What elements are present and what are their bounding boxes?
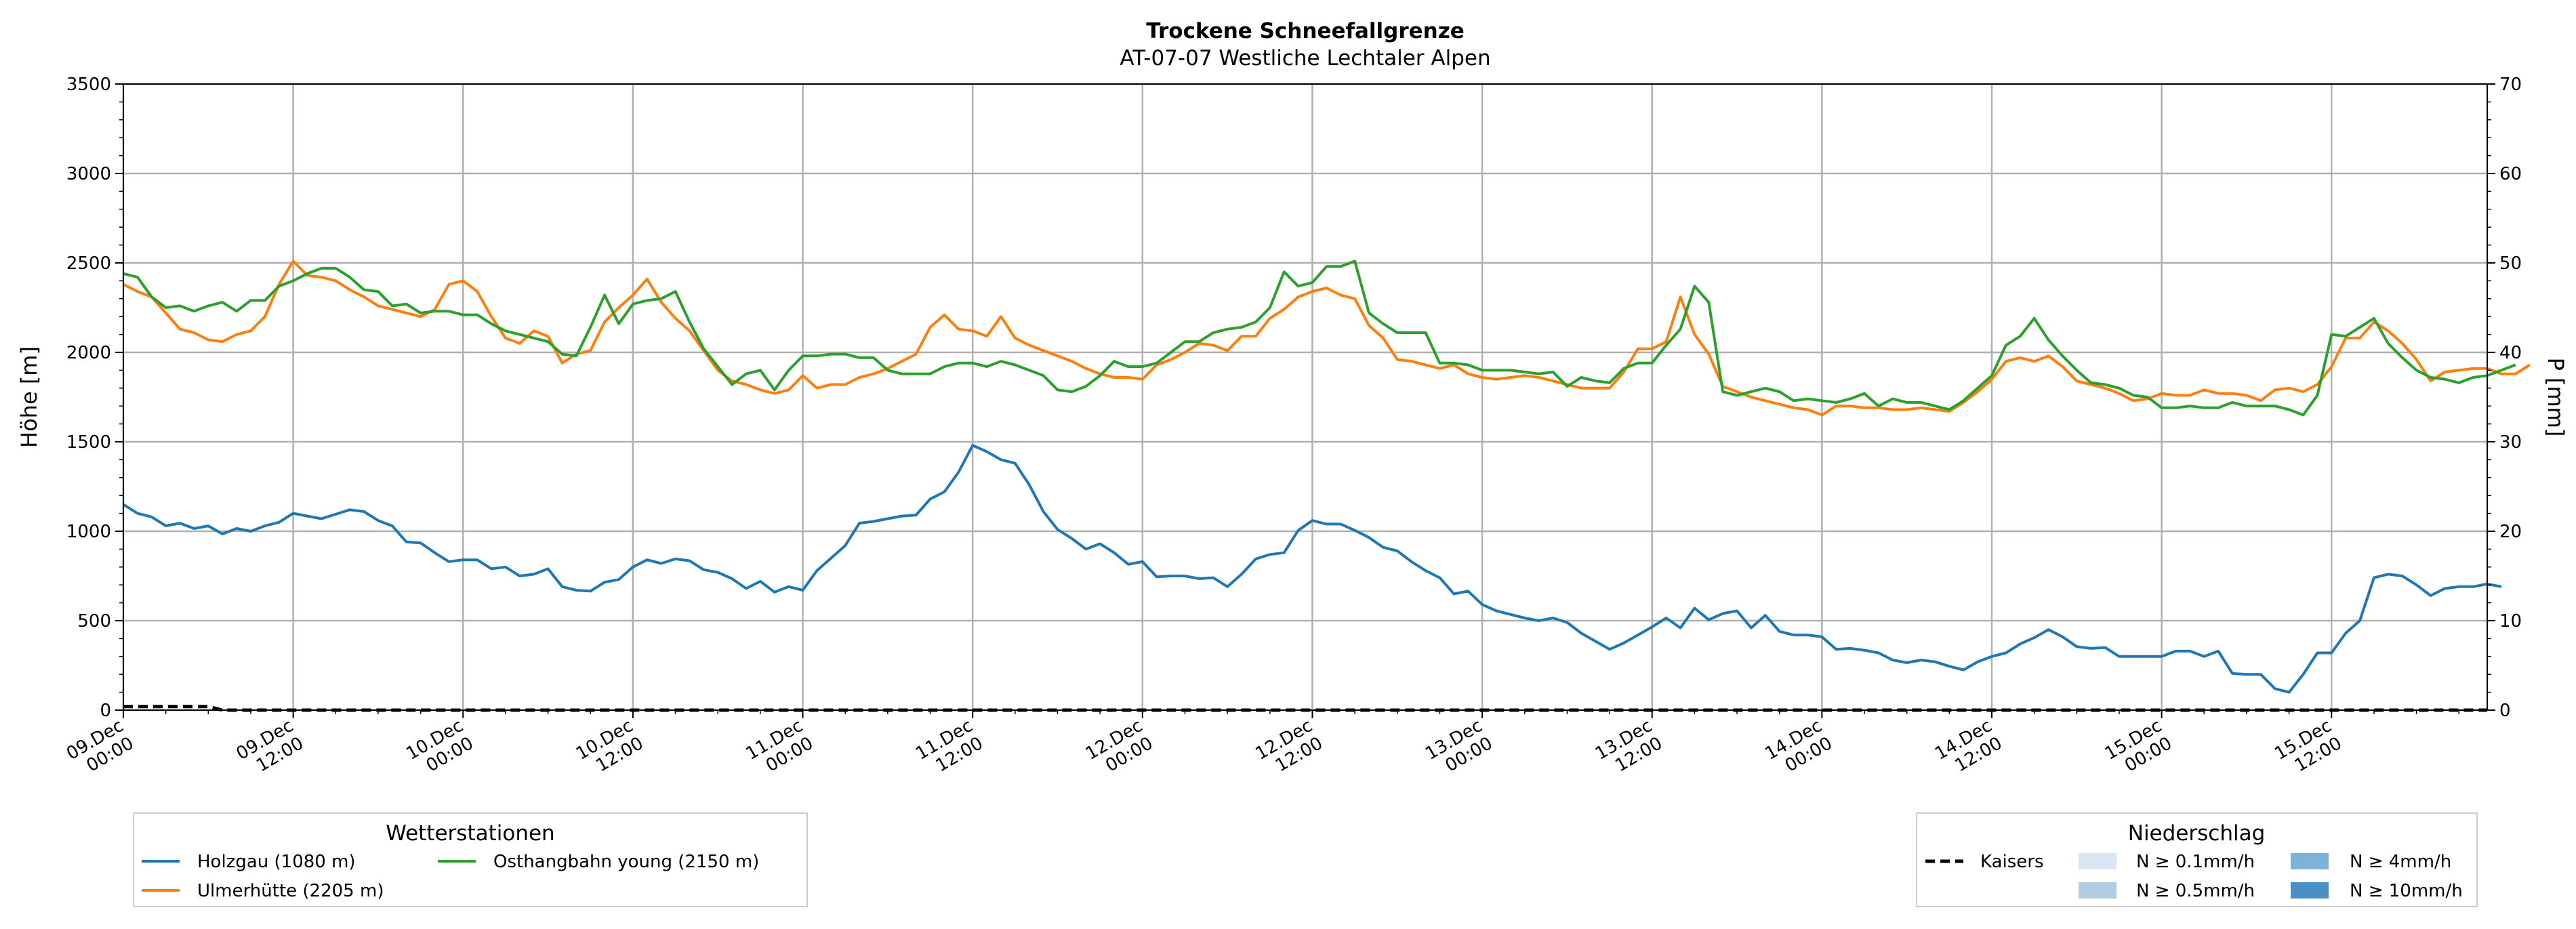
- legend-stations: Wetterstationen Holzgau (1080 m) Ulmerhü…: [133, 812, 808, 907]
- y-tick-label-right: 50: [2499, 253, 2522, 274]
- y-axis-left: 0 500 1000 1500 2000 2500 3000 3500: [66, 75, 123, 721]
- legend-swatch-n4: [2291, 853, 2329, 869]
- y-tick-label: 3500: [66, 75, 111, 95]
- legend-swatch-n05: [2079, 882, 2117, 899]
- y-tick-label: 2500: [66, 253, 111, 274]
- y-tick-label: 1500: [66, 432, 111, 453]
- series-line-osthangbahn: [123, 260, 2516, 417]
- legend-label-n01: N ≥ 0.1mm/h: [2136, 852, 2255, 872]
- series-line-holzgau: [122, 444, 2502, 694]
- series-line-ulmerhuette: [123, 260, 2531, 417]
- chart-title: Trockene Schneefallgrenze: [1146, 19, 1465, 43]
- chart-subtitle: AT-07-07 Westliche Lechtaler Alpen: [1120, 46, 1490, 70]
- legend-label-n10: N ≥ 10mm/h: [2350, 881, 2463, 901]
- y-axis-right: 0 10 20 30 40 50 60 70: [2487, 75, 2522, 721]
- legend-label-n05: N ≥ 0.5mm/h: [2136, 881, 2255, 901]
- legend-label-kaisers: Kaisers: [1980, 852, 2044, 872]
- legend-label-osthangbahn: Osthangbahn young (2150 m): [493, 852, 759, 872]
- legend-stations-title: Wetterstationen: [386, 821, 554, 846]
- y-tick-label: 2000: [66, 343, 111, 363]
- legend-precip-box: [1916, 812, 2478, 907]
- y-tick-label-right: 0: [2499, 701, 2511, 721]
- y-tick-label-right: 40: [2499, 343, 2522, 363]
- legend-label-n4: N ≥ 4mm/h: [2350, 852, 2451, 872]
- legend-label-holzgau: Holzgau (1080 m): [197, 852, 356, 872]
- legend-swatch-n01: [2079, 853, 2117, 869]
- y-tick-label-right: 30: [2499, 432, 2522, 453]
- legend-precip-title: Niederschlag: [2128, 821, 2266, 846]
- y-axis-label-right: P [mm]: [2543, 358, 2569, 437]
- plot-frame: [123, 83, 2488, 711]
- y-tick-label: 1000: [66, 522, 111, 542]
- y-tick-label-right: 60: [2499, 164, 2522, 184]
- y-tick-label-right: 20: [2499, 522, 2522, 542]
- y-tick-label: 0: [100, 701, 111, 721]
- legend-label-ulmerhuette: Ulmerhütte (2205 m): [197, 881, 384, 901]
- y-tick-label: 500: [77, 611, 111, 632]
- y-tick-label: 3000: [66, 164, 111, 184]
- legend-swatch-n10: [2291, 882, 2329, 899]
- y-tick-label-right: 10: [2499, 611, 2522, 632]
- series-group: [122, 260, 2531, 694]
- y-tick-label-right: 70: [2499, 75, 2522, 95]
- legend-precip: Niederschlag Kaisers N ≥ 0.1mm/h N ≥ 0.5…: [1916, 812, 2478, 907]
- grid: [122, 83, 2487, 711]
- y-axis-label: Höhe [m]: [16, 346, 42, 448]
